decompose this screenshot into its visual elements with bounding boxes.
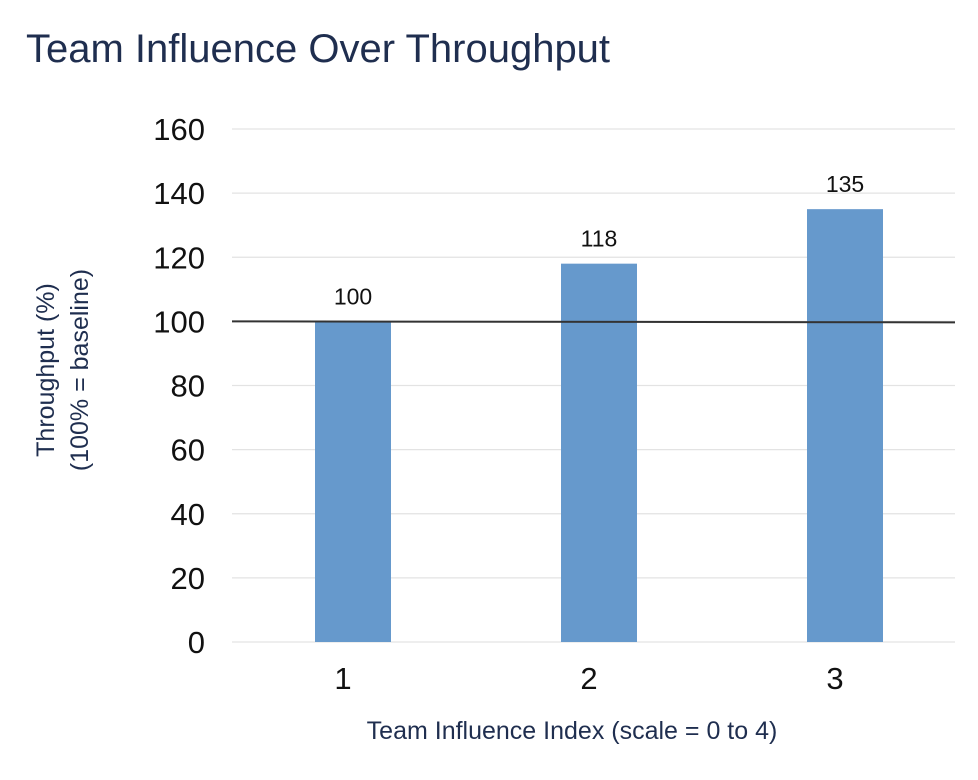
x-tick-label-1: 1 [334, 661, 351, 696]
y-axis-title: Throughput (%) (100% = baseline) [32, 269, 94, 471]
y-tick-label: 100 [153, 304, 205, 339]
y-axis-title-line1: Throughput (%) [32, 283, 60, 457]
y-tick-label: 60 [171, 433, 205, 468]
bars [315, 209, 883, 642]
y-tick-label: 0 [188, 625, 205, 660]
bar-3 [807, 209, 883, 642]
reference-line-group [231, 320, 956, 324]
y-axis-ticks: 0 20 40 60 80 100 120 140 160 [153, 112, 205, 660]
x-axis-title: Team Influence Index (scale = 0 to 4) [367, 717, 778, 745]
y-tick-label: 40 [171, 497, 205, 532]
data-label-3: 135 [826, 171, 864, 197]
x-tick-label-2: 2 [580, 661, 597, 696]
data-label-2: 118 [581, 226, 618, 252]
y-tick-label: 160 [153, 112, 205, 147]
reference-line [231, 320, 956, 324]
data-labels: 100 118 135 [334, 171, 864, 309]
data-label-1: 100 [334, 283, 372, 309]
y-tick-label: 20 [171, 561, 205, 596]
bar-1 [315, 321, 391, 642]
y-tick-label: 140 [153, 176, 205, 211]
y-tick-label: 80 [171, 369, 205, 404]
y-axis-title-line2: (100% = baseline) [66, 269, 94, 471]
y-tick-label: 120 [153, 240, 205, 275]
bar-2 [561, 263, 637, 642]
chart-title: Team Influence Over Throughput [26, 27, 610, 71]
x-axis-ticks: 1 2 3 [334, 661, 843, 696]
x-tick-label-3: 3 [826, 661, 843, 696]
